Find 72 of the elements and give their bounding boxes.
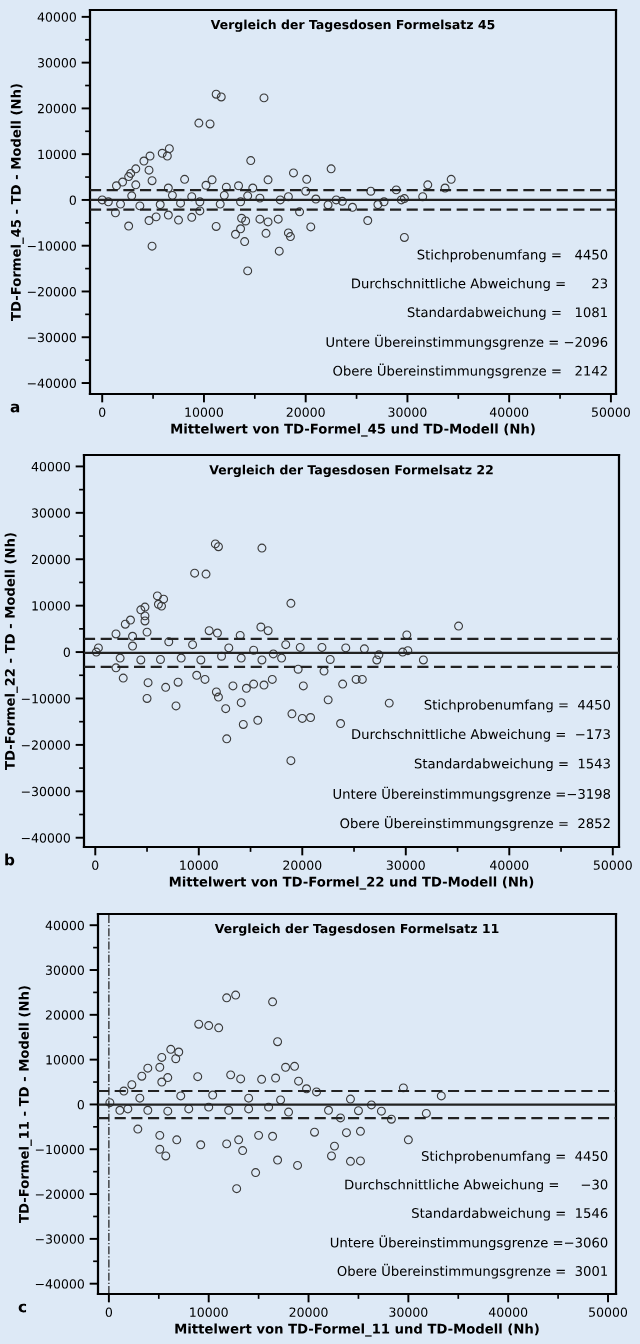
y-tick-label: 10000 [38,149,76,160]
x-tick-label: 20000 [283,860,322,870]
annotation: Stichprobenumfang = 4450 [424,699,611,713]
y-tick-label: 0 [63,647,70,657]
y-tick-label: −40000 [21,833,70,843]
x-axis-title: Mittelwert von TD-Formel_22 und TD-Modell (Nh) [169,876,534,890]
annotation: Obere Übereinstimmungsgrenze = 3001 [337,1263,608,1279]
x-tick-label: 50000 [592,407,630,417]
x-tick-label: 40000 [489,407,529,417]
x-axis-title: Mittelwert von TD-Formel_45 und TD-Modell (Nh) [171,423,535,437]
y-axis-title: TD-Formel_45 - TD - Modell (Nh) [10,84,24,321]
x-tick-label: 20000 [286,407,325,417]
y-tick-label: −40000 [27,378,76,388]
x-tick-label: 10000 [185,407,223,417]
text: Vergleich der Tagesdosen Formelsatz 45 [210,19,495,32]
x-tick-label: 0 [99,407,106,417]
annotation: Stichprobenumfang = 4450 [417,249,608,263]
annotation: Untere Übereinstimmungsgrenze =−3060 [330,1235,608,1251]
y-axis-title: TD-Formel_22 - TD - Modell (Nh) [4,533,18,770]
x-tick-label: 30000 [386,860,425,870]
y-tick-label: 0 [69,195,76,205]
y-tick-label: −30000 [21,786,70,797]
y-axis-title: TD-Formel_11 - TD - Modell (Nh) [18,986,32,1223]
y-tick-label: 30000 [45,965,84,975]
annotation: Durchschnittliche Abweichung = −30 [345,1179,608,1193]
annotation: Standardabweichung = 1546 [412,1207,608,1221]
x-tick-label: 10000 [180,860,218,870]
x-axis-title: Mittelwert von TD-Formel_11 und TD-Modell (Nh) [175,1323,539,1337]
y-tick-label: −20000 [21,740,70,750]
y-tick-label: 40000 [37,12,76,22]
y-tick-label: 20000 [37,103,76,114]
y-tick-label: −40000 [35,1279,84,1289]
y-tick-label: −10000 [35,1144,84,1155]
x-tick-label: 30000 [388,407,427,417]
x-tick-label: 20000 [289,1307,328,1317]
annotation: Obere Übereinstimmungsgrenze = 2142 [333,363,607,379]
annotation: Standardabweichung = 1081 [407,306,607,320]
y-tick-label: 20000 [31,554,70,565]
annotation: Untere Übereinstimmungsgrenze = −2096 [326,334,608,350]
y-tick-label: −30000 [35,1234,84,1244]
y-tick-label: 40000 [45,920,84,931]
y-tick-label: −20000 [27,286,76,297]
y-tick-label: 10000 [32,601,70,611]
y-tick-label: −10000 [21,693,70,704]
x-tick-label: 0 [92,860,99,870]
x-tick-label: 30000 [389,1307,428,1317]
annotation: Durchschnittliche Abweichung = −173 [352,728,610,742]
x-tick-label: 40000 [490,860,529,870]
x-tick-label: 10000 [190,1307,228,1317]
y-tick-label: 20000 [45,1010,84,1020]
annotation: Durchschnittliche Abweichung = 23 [352,278,608,291]
y-tick-label: 30000 [31,508,70,518]
annotation: Obere Übereinstimmungsgrenze = 2852 [340,816,610,831]
x-tick-label: 40000 [488,1307,528,1317]
annotation: Untere Übereinstimmungsgrenze =−3198 [333,786,611,802]
y-tick-label: 40000 [31,461,70,472]
y-tick-label: 30000 [37,58,76,68]
y-tick-label: −20000 [35,1189,84,1199]
text: Vergleich der Tagesdosen Formelsatz 11 [214,923,499,936]
x-tick-label: 0 [105,1307,113,1317]
y-tick-label: 10000 [46,1055,84,1065]
annotation: Stichprobenumfang = 4450 [421,1150,608,1164]
y-tick-label: 0 [77,1099,84,1110]
y-tick-label: −30000 [27,332,76,343]
text: b [5,853,15,866]
text: c [18,1303,27,1313]
x-tick-label: 50000 [589,1307,628,1317]
text: a [10,403,20,413]
x-tick-label: 50000 [593,860,632,870]
y-tick-label: −10000 [27,241,76,251]
annotation: Standardabweichung = 1543 [414,758,610,772]
text: Vergleich der Tagesdosen Formelsatz 22 [209,464,493,477]
